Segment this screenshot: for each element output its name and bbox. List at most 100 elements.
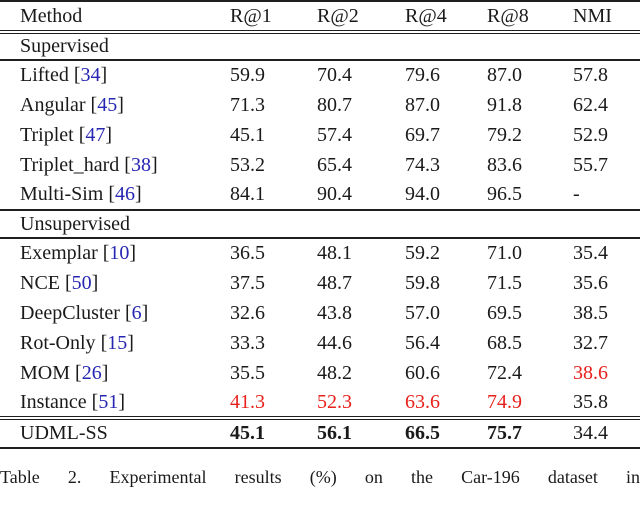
value-cell: 56.1 — [317, 422, 352, 444]
method-name: NCE — [20, 271, 60, 294]
table-row: Triplet [47] 45.1 57.4 69.7 79.2 52.9 — [0, 120, 640, 150]
method-cell: Instance [51] — [20, 390, 125, 413]
value-cell: 83.6 — [487, 153, 522, 176]
citation-link[interactable]: 34 — [80, 64, 101, 86]
citation-link[interactable]: 45 — [97, 93, 118, 116]
value-cell: 69.7 — [405, 123, 440, 146]
value-cell: 79.2 — [487, 123, 522, 146]
value-cell: 96.5 — [487, 183, 522, 205]
value-cell: 69.5 — [487, 301, 522, 324]
table-header: Method R@1 R@2 R@4 R@8 NMI — [0, 1, 640, 32]
column-header-r8: R@8 — [487, 4, 529, 27]
citation-link[interactable]: 15 — [107, 331, 128, 354]
value-cell: 48.7 — [317, 271, 352, 294]
value-cell: - — [573, 183, 580, 205]
method-name: Lifted — [20, 64, 69, 86]
value-cell: 59.9 — [230, 64, 265, 86]
section-row: Supervised — [0, 32, 640, 60]
method-cell: DeepCluster [6] — [20, 301, 149, 324]
method-name: Multi-Sim — [20, 183, 104, 205]
table-row: NCE [50] 37.5 48.7 59.8 71.5 35.6 — [0, 268, 640, 298]
value-cell: 36.5 — [230, 242, 265, 264]
value-cell: 57.0 — [405, 301, 440, 324]
section-label: Unsupervised — [20, 212, 130, 235]
value-cell: 35.8 — [573, 390, 608, 413]
column-header-r1: R@1 — [230, 4, 272, 27]
method-cell: UDML-SS — [0, 418, 230, 448]
table-caption: Table 2. Experimental results (%) on the… — [0, 467, 640, 487]
method-name: Instance — [20, 390, 87, 413]
value-cell: 57.8 — [573, 64, 608, 86]
method-name: Triplet — [20, 123, 74, 146]
value-cell: 55.7 — [573, 153, 608, 176]
column-header-r4: R@4 — [405, 4, 447, 27]
section-row: Unsupervised — [0, 210, 640, 238]
column-header-r2: R@2 — [317, 4, 359, 27]
value-cell: 80.7 — [317, 93, 352, 116]
value-cell: 45.1 — [230, 123, 265, 146]
method-name: Triplet_hard — [20, 153, 120, 176]
section-label: Supervised — [20, 35, 109, 57]
value-cell: 38.5 — [573, 301, 608, 324]
value-cell: 87.0 — [487, 64, 522, 86]
value-cell: 48.2 — [317, 361, 352, 384]
value-cell: 52.3 — [317, 390, 352, 413]
value-cell: 43.8 — [317, 301, 352, 324]
table-row: UDML-SS 45.1 56.1 66.5 75.7 34.4 — [0, 418, 640, 448]
method-name: Exemplar — [20, 242, 98, 264]
table-row: Triplet_hard [38] 53.2 65.4 74.3 83.6 55.7 — [0, 150, 640, 180]
table-row: MOM [26] 35.5 48.2 60.6 72.4 38.6 — [0, 358, 640, 388]
table-row: Exemplar [10] 36.5 48.1 59.2 71.0 35.4 — [0, 238, 640, 268]
table-body: Supervised Lifted [34] 59.9 70.4 79.6 87.0 57.… — [0, 32, 640, 448]
citation-link[interactable]: 51 — [98, 390, 119, 413]
citation-link[interactable]: 38 — [130, 153, 151, 176]
citation-link[interactable]: 10 — [109, 242, 130, 264]
value-cell: 71.5 — [487, 271, 522, 294]
method-cell: Rot-Only [15] — [20, 331, 134, 354]
citation-link[interactable]: 47 — [85, 123, 106, 146]
method-cell: Triplet [47] — [20, 123, 113, 146]
value-cell: 65.4 — [317, 153, 352, 176]
method-cell: MOM [26] — [20, 361, 109, 384]
citation-link[interactable]: 6 — [131, 301, 142, 324]
value-cell: 35.4 — [573, 242, 608, 264]
table-row: DeepCluster [6] 32.6 43.8 57.0 69.5 38.5 — [0, 298, 640, 328]
citation-link[interactable]: 26 — [81, 361, 102, 384]
value-cell: 68.5 — [487, 331, 522, 354]
method-name: UDML-SS — [20, 422, 108, 444]
table-row: Multi-Sim [46] 84.1 90.4 94.0 96.5 - — [0, 180, 640, 210]
value-cell: 62.4 — [573, 93, 608, 116]
column-header-nmi: NMI — [573, 4, 612, 27]
value-cell: 38.6 — [573, 361, 608, 384]
value-cell: 74.9 — [487, 390, 522, 413]
table-header-row: Method R@1 R@2 R@4 R@8 NMI — [0, 1, 640, 32]
column-header-method: Method — [20, 4, 83, 27]
value-cell: 90.4 — [317, 183, 352, 205]
value-cell: 72.4 — [487, 361, 522, 384]
value-cell: 66.5 — [405, 422, 440, 444]
value-cell: 75.7 — [487, 422, 522, 444]
value-cell: 59.2 — [405, 242, 440, 264]
value-cell: 56.4 — [405, 331, 440, 354]
value-cell: 74.3 — [405, 153, 440, 176]
value-cell: 45.1 — [230, 422, 265, 444]
method-cell: Exemplar [10] — [20, 242, 137, 264]
table-row: Angular [45] 71.3 80.7 87.0 91.8 62.4 — [0, 90, 640, 120]
method-cell: NCE [50] — [20, 271, 99, 294]
value-cell: 34.4 — [573, 422, 608, 444]
value-cell: 87.0 — [405, 93, 440, 116]
method-name: Angular — [20, 93, 86, 116]
table-row: Instance [51] 41.3 52.3 63.6 74.9 35.8 — [0, 388, 640, 418]
value-cell: 84.1 — [230, 183, 265, 205]
results-table: Method R@1 R@2 R@4 R@8 NMI Supervised Lif… — [0, 0, 640, 448]
value-cell: 59.8 — [405, 271, 440, 294]
method-name: MOM — [20, 361, 71, 384]
value-cell: 79.6 — [405, 64, 440, 86]
citation-link[interactable]: 50 — [71, 271, 92, 294]
citation-link[interactable]: 46 — [115, 183, 136, 205]
value-cell: 57.4 — [317, 123, 352, 146]
value-cell: 63.6 — [405, 390, 440, 413]
value-cell: 48.1 — [317, 242, 352, 264]
value-cell: 52.9 — [573, 123, 608, 146]
